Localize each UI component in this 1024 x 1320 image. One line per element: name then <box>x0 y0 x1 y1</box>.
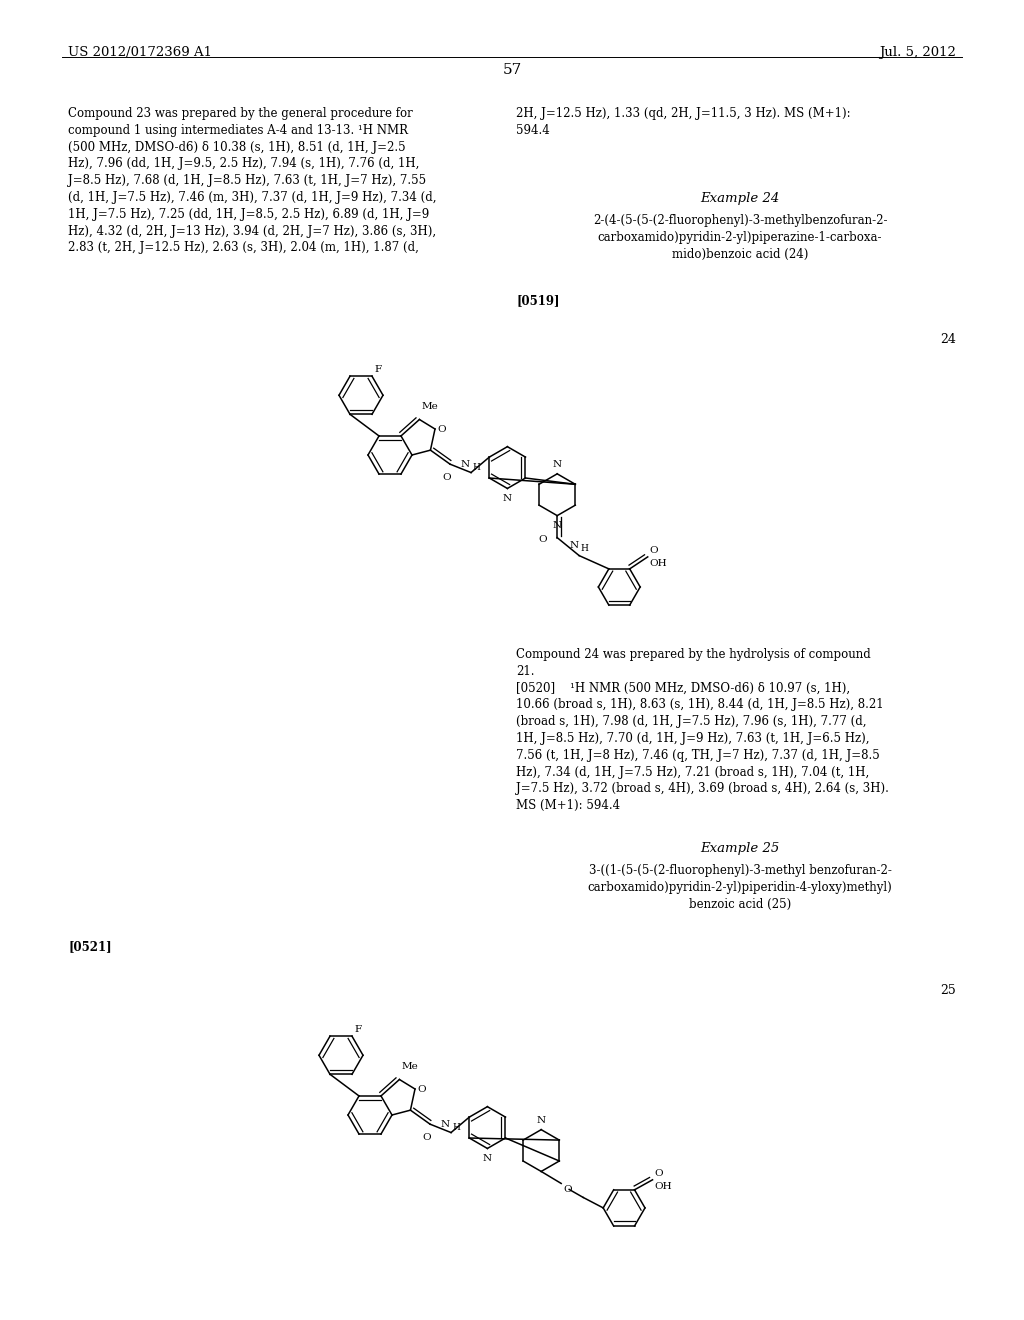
Text: O: O <box>539 535 547 544</box>
Text: Compound 24 was prepared by the hydrolysis of compound
21.
[0520]    ¹H NMR (500: Compound 24 was prepared by the hydrolys… <box>516 648 889 812</box>
Text: [0519]: [0519] <box>516 294 559 308</box>
Text: O: O <box>417 1085 426 1093</box>
Text: O: O <box>649 546 658 554</box>
Text: 24: 24 <box>940 333 956 346</box>
Text: Jul. 5, 2012: Jul. 5, 2012 <box>880 46 956 59</box>
Text: N: N <box>537 1115 546 1125</box>
Text: Example 25: Example 25 <box>700 842 779 855</box>
Text: OH: OH <box>649 558 668 568</box>
Text: F: F <box>354 1026 361 1034</box>
Text: Me: Me <box>422 403 438 412</box>
Text: US 2012/0172369 A1: US 2012/0172369 A1 <box>68 46 212 59</box>
Text: O: O <box>423 1133 431 1142</box>
Text: N: N <box>461 459 470 469</box>
Text: Me: Me <box>401 1063 418 1072</box>
Text: N: N <box>553 459 562 469</box>
Text: 3-((1-(5-(5-(2-fluorophenyl)-3-methyl benzofuran-2-
carboxamido)pyridin-2-yl)pip: 3-((1-(5-(5-(2-fluorophenyl)-3-methyl be… <box>588 865 892 911</box>
Text: O: O <box>437 425 445 433</box>
Text: 57: 57 <box>503 63 521 77</box>
Text: OH: OH <box>654 1181 672 1191</box>
Text: F: F <box>374 366 381 374</box>
Text: N: N <box>441 1119 450 1129</box>
Text: H: H <box>452 1122 460 1131</box>
Text: 2H, J=12.5 Hz), 1.33 (qd, 2H, J=11.5, 3 Hz). MS (M+1):
594.4: 2H, J=12.5 Hz), 1.33 (qd, 2H, J=11.5, 3 … <box>516 107 851 137</box>
Text: 25: 25 <box>940 983 956 997</box>
Text: Example 24: Example 24 <box>700 191 779 205</box>
Text: N: N <box>503 495 512 503</box>
Text: Compound 23 was prepared by the general procedure for
compound 1 using intermedi: Compound 23 was prepared by the general … <box>68 107 436 255</box>
Text: N: N <box>483 1155 492 1163</box>
Text: H: H <box>581 544 588 553</box>
Text: 2-(4-(5-(5-(2-fluorophenyl)-3-methylbenzofuran-2-
carboxamido)pyridin-2-yl)piper: 2-(4-(5-(5-(2-fluorophenyl)-3-methylbenz… <box>593 214 887 260</box>
Text: [0521]: [0521] <box>68 940 112 953</box>
Text: O: O <box>563 1185 571 1195</box>
Text: O: O <box>442 473 452 482</box>
Text: O: O <box>654 1168 664 1177</box>
Text: N: N <box>553 520 562 529</box>
Text: H: H <box>472 462 480 471</box>
Text: N: N <box>569 541 579 549</box>
